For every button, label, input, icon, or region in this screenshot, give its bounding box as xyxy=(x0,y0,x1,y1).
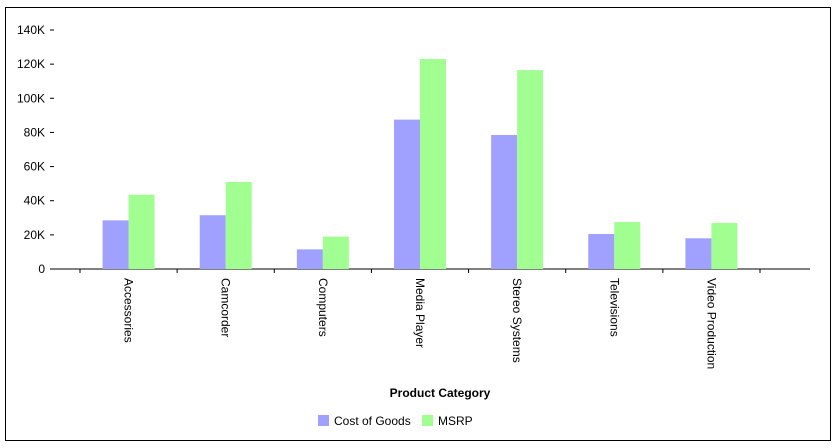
legend-swatch xyxy=(422,415,433,426)
x-tick-label: Stereo Systems xyxy=(510,278,524,363)
bar-msrp xyxy=(322,236,349,269)
bar-msrp xyxy=(225,181,252,269)
y-tick-label: 80K xyxy=(24,125,45,139)
bar-msrp xyxy=(614,222,641,269)
legend: Cost of Goods MSRP xyxy=(318,414,473,428)
bar-msrp xyxy=(420,59,446,270)
x-tick-label: Media Player xyxy=(413,278,427,348)
bar-cost-of-goods xyxy=(491,134,518,269)
legend-label: Cost of Goods xyxy=(334,414,411,428)
bar-cost-of-goods xyxy=(199,215,226,269)
legend-label: MSRP xyxy=(438,414,473,428)
x-tick-label: Computers xyxy=(316,278,330,337)
bar-cost-of-goods xyxy=(394,119,420,269)
y-tick-label: 0 xyxy=(38,262,45,276)
bars xyxy=(102,59,738,270)
y-tick-label: 40K xyxy=(24,194,45,208)
x-tick-label: Televisions xyxy=(607,278,621,337)
x-axis-title: Product Category xyxy=(390,386,491,400)
bar-msrp xyxy=(128,194,155,269)
bar-cost-of-goods xyxy=(102,220,129,269)
x-tick-label: Video Production xyxy=(704,278,718,369)
x-tick-label: Accessories xyxy=(122,278,136,343)
y-tick-label: 20K xyxy=(24,228,45,242)
x-axis: Accessories Camcorder Computers Media Playe… xyxy=(50,268,810,369)
y-tick-label: 60K xyxy=(24,160,45,174)
y-axis: 0 20K 40K 60K 80K 100K 120K 140K xyxy=(17,23,54,276)
bar-cost-of-goods xyxy=(685,238,712,269)
y-tick-label: 140K xyxy=(17,23,45,37)
bar-cost-of-goods xyxy=(296,249,323,269)
bar-cost-of-goods xyxy=(588,234,615,269)
bar-msrp xyxy=(711,222,738,269)
y-tick-label: 100K xyxy=(17,91,45,105)
y-tick-label: 120K xyxy=(17,57,45,71)
legend-swatch xyxy=(318,415,329,426)
bar-msrp xyxy=(517,70,544,269)
x-tick-label: Camcorder xyxy=(219,278,233,337)
